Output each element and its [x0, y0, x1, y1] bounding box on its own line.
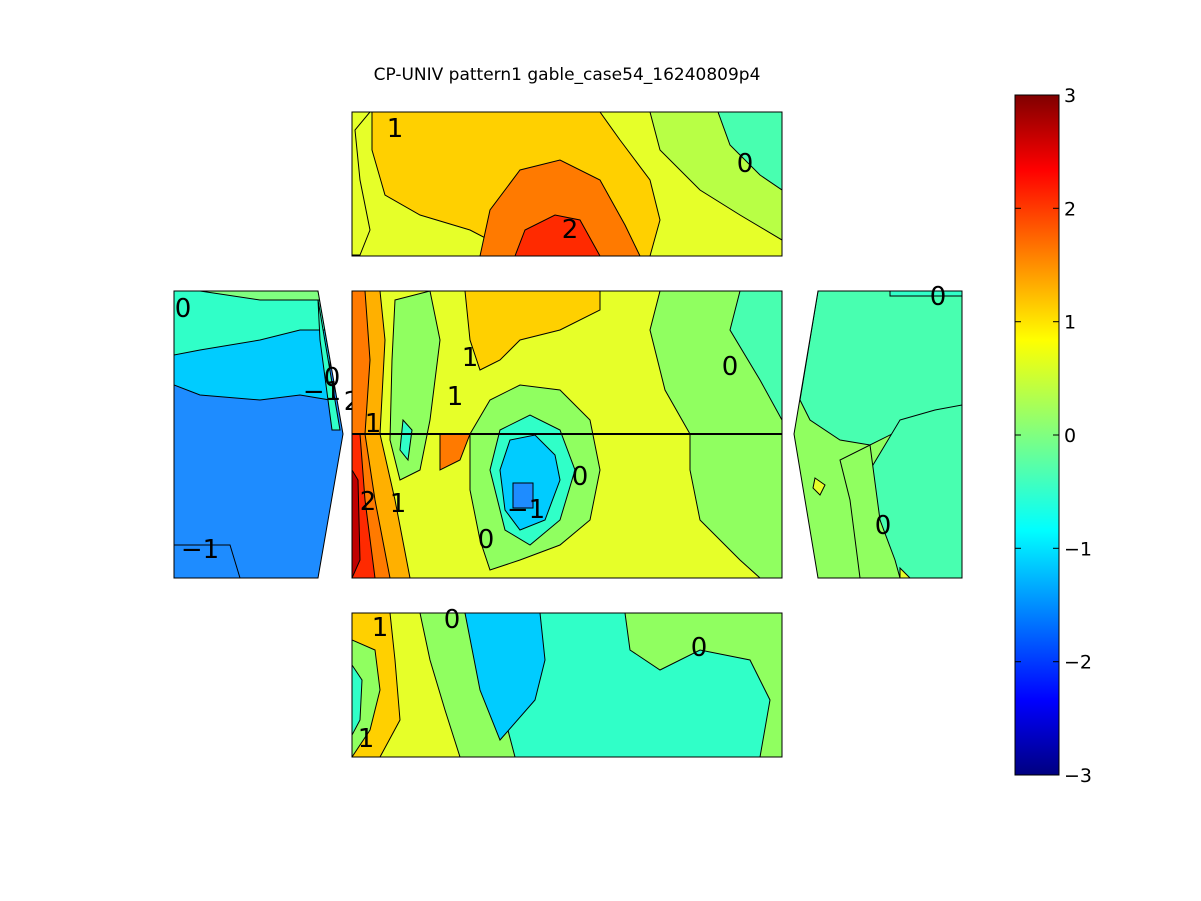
colorbar-gradient — [1014, 94, 1060, 776]
contour-label-bottom-1: 1 — [372, 613, 389, 643]
panel-right-frame — [793, 290, 963, 579]
contour-label-bottom-2: 0 — [444, 605, 461, 635]
contour-label-center-8: −1 — [507, 495, 545, 525]
contour-label-center-7: 0 — [572, 462, 589, 492]
contour-label-bottom-4: 1 — [358, 724, 375, 754]
panel-bottom-frame — [351, 612, 783, 758]
colorbar-tick-label: 3 — [1064, 85, 1076, 107]
colorbar-tick-label: −1 — [1064, 538, 1092, 560]
colorbar-tick-label: 2 — [1064, 198, 1076, 220]
contour-label-top-2: 0 — [737, 149, 754, 179]
contour-label-center-1: 1 — [462, 343, 479, 373]
colorbar-tick-label: 1 — [1064, 312, 1076, 334]
contour-label-top-1: 1 — [387, 114, 404, 144]
contour-label-center-5: 2 — [360, 487, 377, 517]
colorbar-tick-label: 0 — [1064, 425, 1076, 447]
colorbar-ticks — [1015, 207, 1059, 663]
contour-label-center-3: 1 — [447, 382, 464, 412]
panel-top — [352, 112, 782, 256]
contour-label-right-2: 0 — [875, 511, 892, 541]
panel-bottom — [352, 613, 782, 757]
contour-label-bottom-3: 0 — [691, 633, 708, 663]
panel-top-frame — [351, 111, 783, 257]
chart-title: CP-UNIV pattern1 gable_case54_16240809p4 — [374, 65, 761, 85]
contour-label-left-3: 0 — [324, 363, 341, 393]
panel-left — [174, 291, 343, 578]
contour-label-center-2: 0 — [722, 352, 739, 382]
colorbar-tick-label: −2 — [1064, 652, 1092, 674]
contour-label-left-5: −1 — [181, 535, 219, 565]
colorbar-tick-label: −3 — [1064, 765, 1092, 787]
contour-label-left-1: 0 — [175, 294, 192, 324]
contour-label-center-9: 0 — [478, 525, 495, 555]
contour-label-left-2: −1 — [303, 377, 341, 407]
colorbar: 3 2 1 0 −1 −2 −3 — [1014, 85, 1092, 787]
contour-label-center-4: 1 — [365, 409, 382, 439]
contour-label-center-6: 1 — [390, 489, 407, 519]
contour-label-right-1: 0 — [930, 282, 947, 312]
panel-right — [794, 291, 962, 578]
panel-left-frame — [173, 290, 344, 579]
contour-label-top-3: 2 — [562, 215, 579, 245]
